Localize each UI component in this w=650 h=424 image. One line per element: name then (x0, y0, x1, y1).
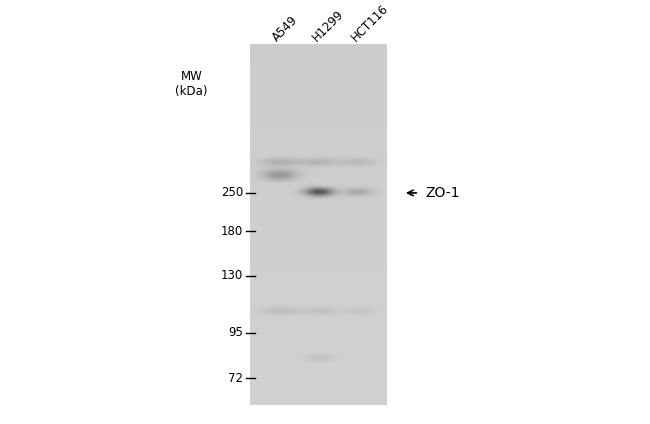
Text: 180: 180 (221, 225, 243, 237)
Text: 95: 95 (228, 326, 243, 339)
Text: 72: 72 (228, 372, 243, 385)
Text: MW
(kDa): MW (kDa) (176, 70, 208, 98)
Text: HCT116: HCT116 (348, 2, 391, 45)
Text: H1299: H1299 (309, 8, 346, 45)
Text: A549: A549 (270, 14, 301, 45)
Text: 250: 250 (221, 187, 243, 199)
Text: 130: 130 (221, 269, 243, 282)
Text: ZO-1: ZO-1 (426, 186, 460, 200)
